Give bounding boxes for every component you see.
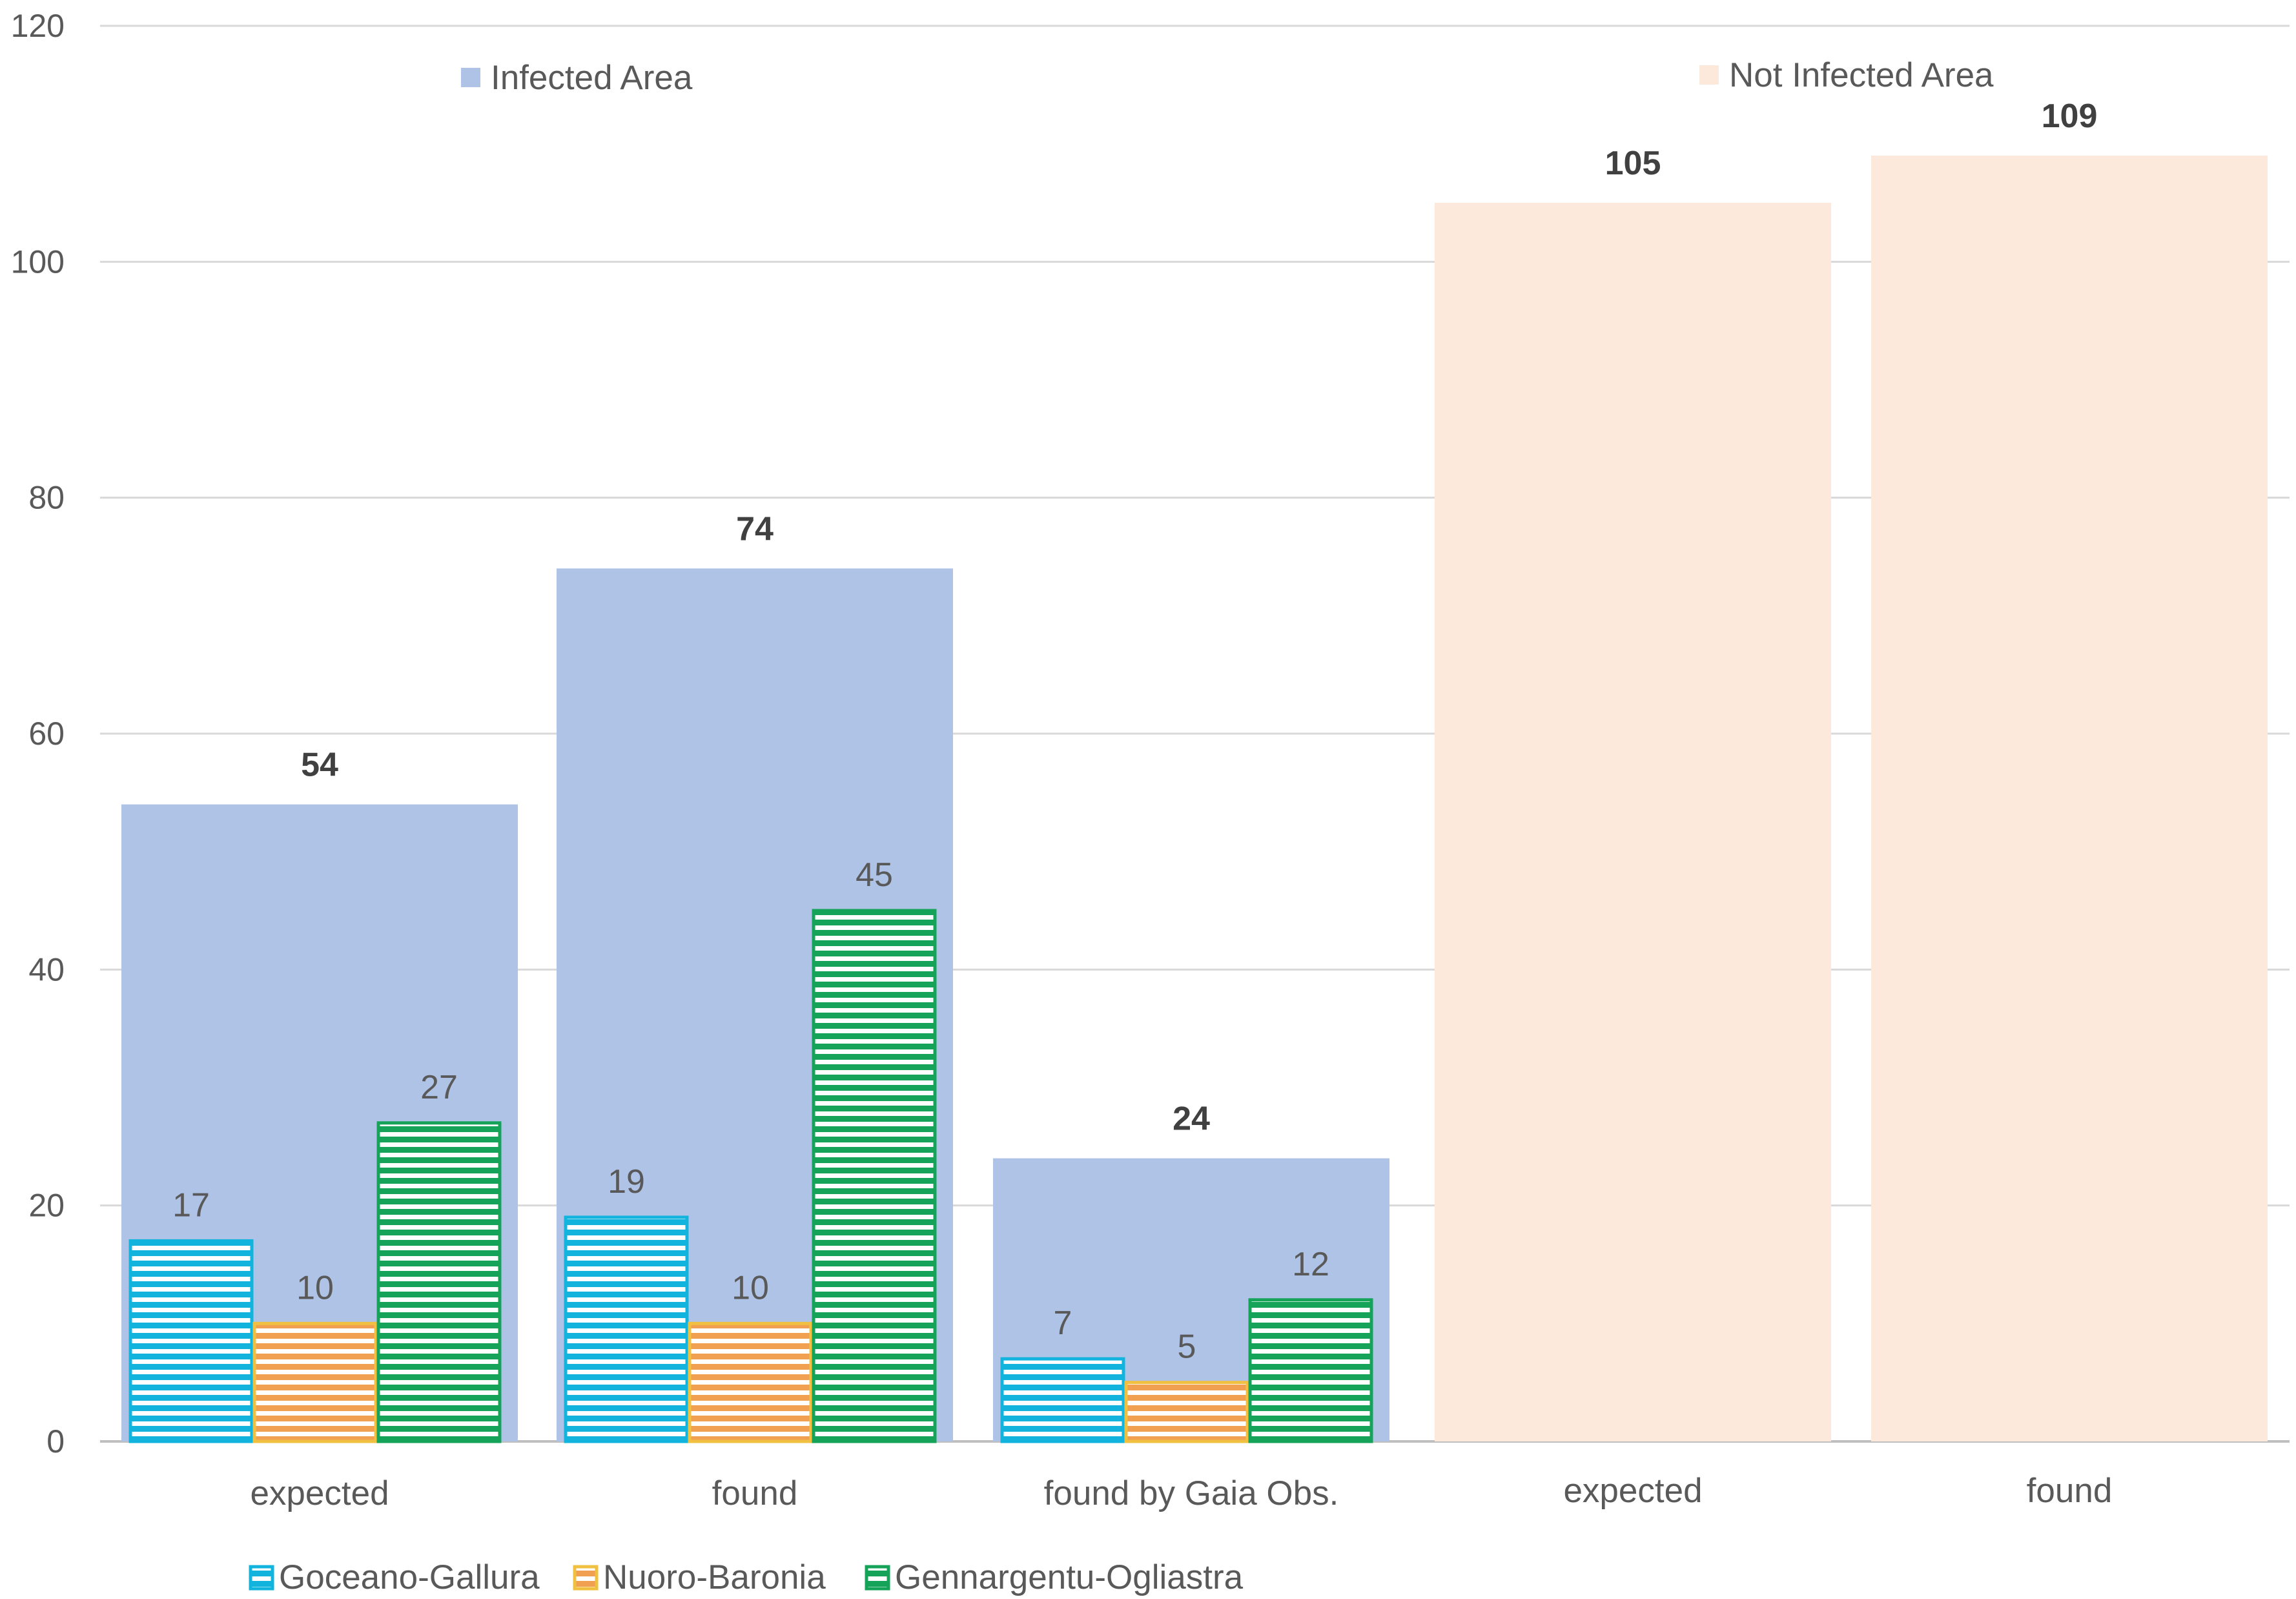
data-label-nuoro-baronia-3: 5 xyxy=(1178,1328,1196,1366)
y-tick-label-0: 0 xyxy=(46,1423,65,1460)
y-tick-label-120: 120 xyxy=(11,8,65,44)
data-label-goceano-gallura-2: 19 xyxy=(608,1163,645,1201)
data-label-gennargentu-ogliastra-3: 12 xyxy=(1292,1246,1329,1283)
not-infected-bar-1 xyxy=(1435,203,1831,1441)
data-label-nuoro-baronia-1: 10 xyxy=(296,1269,334,1306)
legend-label-not-infected: Not Infected Area xyxy=(1729,56,1994,94)
y-tick-label-40: 40 xyxy=(28,951,65,987)
legend-swatch-gennargentu-ogliastra xyxy=(865,1565,890,1591)
legend-item-nuoro-baronia: Nuoro-Baronia xyxy=(573,1558,826,1596)
legend-label-nuoro-baronia: Nuoro-Baronia xyxy=(603,1558,826,1596)
data-label-gennargentu-ogliastra-2: 45 xyxy=(856,856,893,894)
not-infected-total-label-1: 105 xyxy=(1605,145,1661,182)
not-infected-total-label-2: 109 xyxy=(2042,98,2098,135)
x-label-infected-1: expected xyxy=(250,1474,389,1512)
bar-nuoro-baronia-1 xyxy=(252,1321,378,1443)
x-label-infected-3: found by Gaia Obs. xyxy=(1044,1474,1339,1512)
bar-gennargentu-ogliastra-1 xyxy=(376,1121,502,1443)
legend-swatch-nuoro-baronia xyxy=(573,1565,599,1591)
legend-label-infected: Infected Area xyxy=(491,59,693,97)
y-tick-label-100: 100 xyxy=(11,243,65,280)
data-label-goceano-gallura-1: 17 xyxy=(172,1186,210,1224)
y-axis-ticks: 0 20 40 60 80 100 120 xyxy=(11,8,65,1460)
infected-total-label-2: 74 xyxy=(736,510,774,548)
x-label-infected-2: found xyxy=(712,1474,798,1512)
legend-item-gennargentu-ogliastra: Gennargentu-Ogliastra xyxy=(865,1558,1244,1596)
x-label-not-infected-2: found xyxy=(2027,1472,2113,1510)
legend-label-goceano-gallura: Goceano-Gallura xyxy=(279,1558,540,1596)
data-label-nuoro-baronia-2: 10 xyxy=(732,1269,769,1306)
group-legend: Infected Area Not Infected Area xyxy=(461,56,1994,97)
x-label-not-infected-1: expected xyxy=(1563,1472,1702,1510)
bar-gennargentu-ogliastra-3 xyxy=(1248,1298,1373,1443)
bar-gennargentu-ogliastra-2 xyxy=(812,909,937,1443)
y-tick-label-80: 80 xyxy=(28,480,65,516)
bar-goceano-gallura-1 xyxy=(128,1239,254,1443)
bar-nuoro-baronia-2 xyxy=(688,1321,813,1443)
y-tick-label-20: 20 xyxy=(28,1188,65,1224)
bar-goceano-gallura-2 xyxy=(564,1215,689,1443)
legend-swatch-not-infected xyxy=(1699,65,1719,85)
data-label-gennargentu-ogliastra-1: 27 xyxy=(420,1069,458,1106)
series-legend: Goceano-Gallura Nuoro-Baronia Gennargent… xyxy=(249,1558,1244,1596)
bar-nuoro-baronia-3 xyxy=(1124,1381,1249,1443)
x-axis-labels: expected found found by Gaia Obs. expected f… xyxy=(250,1472,2112,1512)
infected-total-label-1: 54 xyxy=(301,747,338,784)
legend-item-goceano-gallura: Goceano-Gallura xyxy=(249,1558,540,1596)
y-tick-label-60: 60 xyxy=(28,716,65,752)
legend-label-gennargentu-ogliastra: Gennargentu-Ogliastra xyxy=(895,1558,1244,1596)
series-bars xyxy=(128,909,1373,1443)
legend-swatch-goceano-gallura xyxy=(249,1565,274,1591)
bar-goceano-gallura-3 xyxy=(1000,1357,1125,1443)
infected-total-label-3: 24 xyxy=(1173,1100,1210,1138)
data-label-goceano-gallura-3: 7 xyxy=(1054,1305,1072,1342)
not-infected-bar-2 xyxy=(1871,155,2268,1441)
legend-swatch-infected xyxy=(461,68,480,87)
